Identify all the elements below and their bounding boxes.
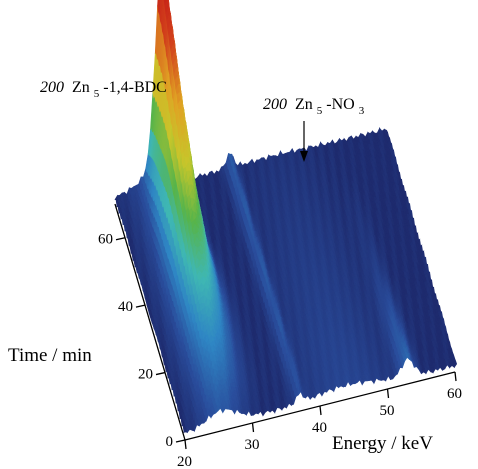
- surface-layer: [114, 0, 458, 434]
